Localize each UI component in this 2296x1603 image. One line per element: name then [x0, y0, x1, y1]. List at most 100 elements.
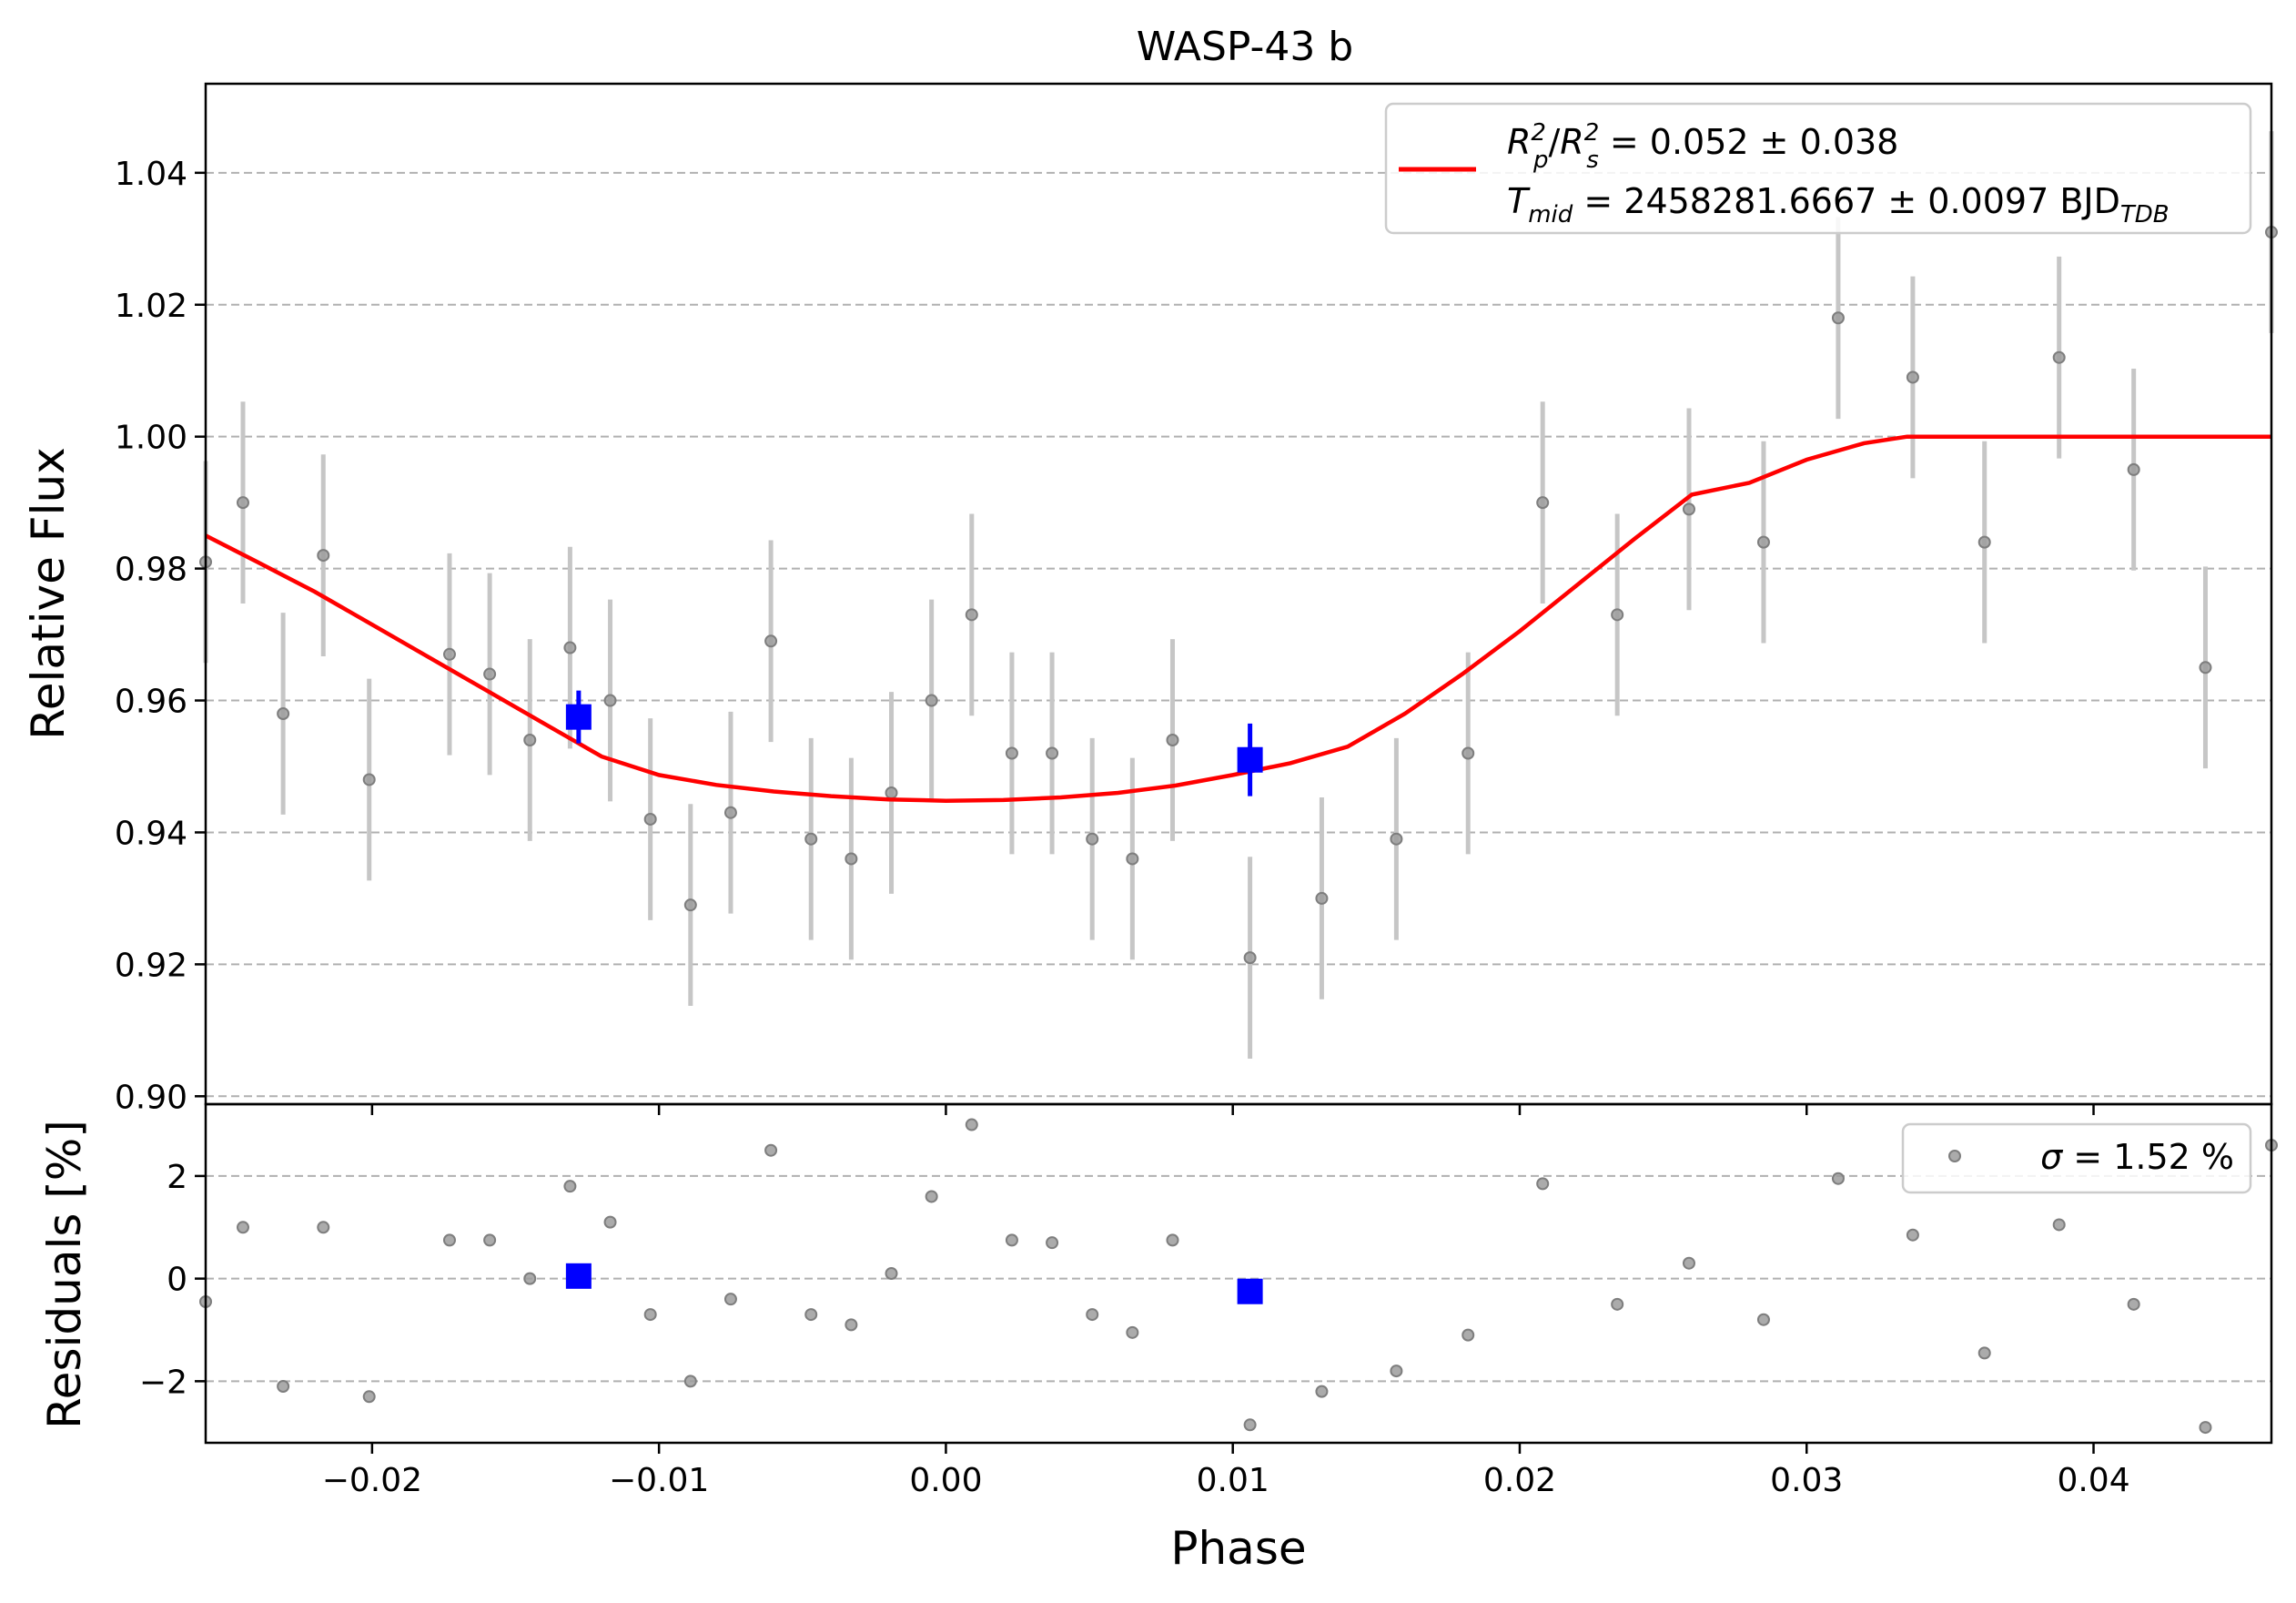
flux-point: [1462, 746, 1475, 760]
flux-point: [523, 734, 537, 747]
residual-point: [683, 1375, 697, 1388]
flux-point: [723, 806, 737, 819]
residual-point: [523, 1272, 537, 1285]
residual-point: [317, 1221, 330, 1234]
legend-sigma-label: σ = 1.52 %: [2040, 1137, 2234, 1177]
top-legend: R2 p/R2 s = 0.052 ± 0.038 Tmid = 2458281.6…: [1384, 102, 2252, 235]
binned-residual-point: [565, 1263, 592, 1289]
flux-point: [925, 694, 938, 707]
legend-residual-marker: [1948, 1150, 1961, 1162]
flux-point: [1315, 891, 1329, 905]
residual-point: [1046, 1236, 1059, 1250]
residual-point: [764, 1143, 778, 1157]
flux-point: [1611, 608, 1624, 622]
bottom-y-tick-label: −2: [139, 1364, 187, 1401]
flux-point: [1086, 832, 1099, 846]
residual-point: [277, 1380, 290, 1393]
flux-point: [845, 852, 858, 866]
residual-point: [1906, 1228, 1919, 1242]
bottom-y-tick-label: 0: [167, 1262, 187, 1299]
flux-point: [1977, 535, 1991, 549]
residual-point: [362, 1390, 376, 1404]
flux-point: [236, 496, 249, 510]
flux-point: [1126, 852, 1139, 866]
residual-point: [1462, 1328, 1475, 1342]
top-y-ticks: 0.90 0.92 0.94 0.96 0.98 1.00 1.02 1.04: [115, 156, 206, 1116]
flux-point: [965, 608, 978, 622]
residual-point: [723, 1293, 737, 1306]
flux-point: [1046, 746, 1059, 760]
residual-point: [885, 1267, 898, 1280]
x-axis-label: Phase: [1170, 1522, 1306, 1575]
flux-point: [643, 812, 657, 826]
top-y-tick-label: 0.94: [115, 815, 187, 852]
top-y-tick-label: 0.96: [115, 684, 187, 721]
top-y-tick-label: 1.00: [115, 420, 187, 457]
top-legend-box: [1384, 102, 2252, 235]
top-y-tick-label: 1.02: [115, 288, 187, 325]
top-x-ticks: [370, 1104, 2095, 1115]
bottom-panel-frame: [204, 1102, 2273, 1445]
binned-residual-point: [1237, 1278, 1263, 1304]
residual-point: [236, 1221, 249, 1234]
residual-point: [2052, 1218, 2066, 1232]
flux-point: [2052, 350, 2066, 364]
flux-point: [1906, 370, 1919, 384]
chart-title: WASP-43 b: [1137, 24, 1353, 70]
residual-point: [1611, 1297, 1624, 1311]
residual-point: [1536, 1177, 1550, 1191]
transit-model-line: [204, 434, 2271, 803]
x-tick-label: −0.01: [609, 1462, 709, 1499]
flux-point: [764, 634, 778, 648]
flux-point: [885, 786, 898, 799]
x-tick-label: 0.04: [2057, 1462, 2129, 1499]
residual-point: [483, 1233, 497, 1247]
residual-point: [2127, 1297, 2140, 1311]
residual-point: [965, 1118, 978, 1131]
flux-point: [1756, 535, 1770, 549]
flux-point: [1536, 496, 1550, 510]
top-binned-points: [565, 690, 1263, 796]
residual-point: [845, 1318, 858, 1332]
flux-point: [442, 647, 456, 661]
bottom-x-ticks: −0.02 −0.01 0.00 0.01 0.02 0.03 0.04: [322, 1443, 2130, 1499]
top-y-tick-label: 0.98: [115, 552, 187, 589]
legend-depth-label: R2 p/R2 s = 0.052 ± 0.038: [1507, 119, 1898, 174]
x-tick-label: 0.03: [1770, 1462, 1843, 1499]
residual-point: [563, 1180, 577, 1193]
residual-point: [1315, 1385, 1329, 1398]
legend-tmid-label: Tmid = 2458281.6667 ± 0.0097 BJDTDB: [1507, 181, 2170, 228]
flux-point: [1166, 734, 1179, 747]
flux-point: [683, 898, 697, 912]
bottom-legend-box: [1901, 1122, 2252, 1194]
top-y-tick-label: 1.04: [115, 156, 187, 193]
bottom-y-tick-label: 2: [167, 1159, 187, 1196]
flux-point: [362, 773, 376, 786]
flux-point: [1831, 311, 1845, 325]
flux-point: [1243, 951, 1257, 965]
residual-point: [1977, 1346, 1991, 1360]
flux-point: [1005, 746, 1018, 760]
top-y-tick-label: 0.92: [115, 947, 187, 984]
x-tick-label: 0.01: [1197, 1462, 1269, 1499]
top-data-points: [199, 226, 2278, 965]
x-tick-label: −0.02: [322, 1462, 422, 1499]
residual-point: [804, 1308, 818, 1322]
binned-flux-point: [1237, 746, 1263, 773]
top-gridlines: [206, 171, 2271, 1098]
x-tick-label: 0.02: [1483, 1462, 1556, 1499]
binned-flux-point: [565, 704, 592, 730]
residual-point: [1390, 1365, 1403, 1378]
residual-point: [1682, 1256, 1695, 1270]
bottom-y-ticks: −2 0 2: [139, 1159, 206, 1401]
flux-point: [483, 667, 497, 681]
residual-point: [1756, 1313, 1770, 1326]
flux-point: [563, 641, 577, 654]
residual-point: [643, 1308, 657, 1322]
residual-point: [1005, 1233, 1018, 1247]
residual-point: [1166, 1233, 1179, 1247]
residual-binned-points: [565, 1263, 1263, 1304]
bottom-legend: σ = 1.52 %: [1901, 1122, 2252, 1194]
